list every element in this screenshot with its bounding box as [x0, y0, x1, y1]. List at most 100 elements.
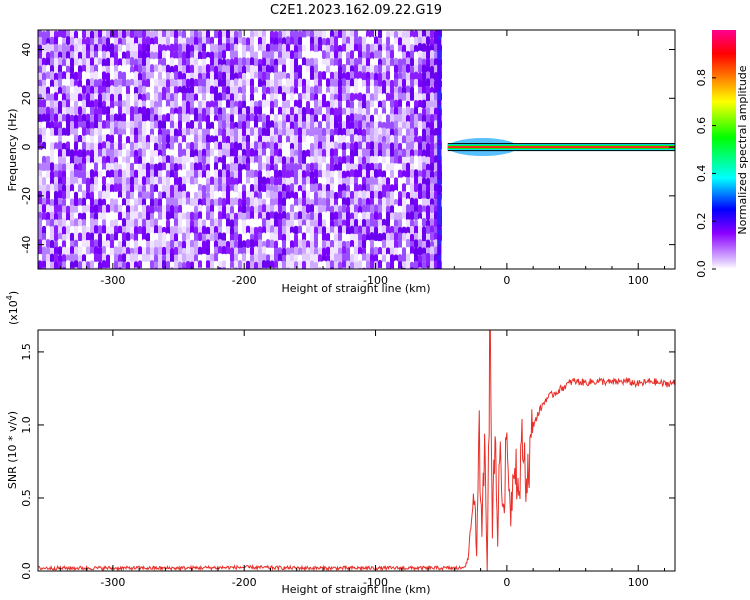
heatmap-cell	[362, 128, 366, 138]
heatmap-cell	[170, 93, 174, 103]
heatmap-cell	[134, 226, 138, 236]
heatmap-cell	[386, 92, 390, 102]
heatmap-cell	[110, 169, 114, 179]
heatmap-cell	[414, 239, 418, 249]
heatmap-cell	[82, 99, 86, 109]
heatmap-cell	[206, 64, 210, 74]
heatmap-cell	[122, 198, 126, 208]
heatmap-cell	[158, 44, 162, 53]
heatmap-cell	[142, 148, 146, 158]
heatmap-cell	[154, 254, 158, 264]
heatmap-cell	[162, 162, 166, 172]
heatmap-cell	[370, 100, 374, 110]
heatmap-cell	[126, 232, 130, 242]
heatmap-cell	[250, 218, 254, 228]
heatmap-cell	[394, 239, 398, 249]
heatmap-cell	[142, 212, 146, 222]
heatmap-cell	[434, 36, 438, 46]
y-multiplier-close: )	[7, 291, 20, 295]
heatmap-cell	[306, 106, 310, 116]
heatmap-cell	[437, 165, 442, 170]
heatmap-cell	[318, 183, 322, 193]
heatmap-cell	[118, 233, 122, 242]
heatmap-cell	[206, 260, 210, 269]
heatmap-cell	[230, 43, 234, 53]
heatmap-cell	[314, 212, 318, 222]
heatmap-cell	[110, 177, 114, 186]
heatmap-cell	[418, 239, 422, 249]
heatmap-cell	[290, 211, 294, 221]
heatmap-cell	[114, 113, 118, 123]
heatmap-cell	[414, 198, 418, 208]
heatmap-cell	[330, 246, 334, 256]
heatmap-cell	[382, 127, 386, 137]
heatmap-cell	[94, 190, 98, 200]
heatmap-cell	[218, 30, 222, 40]
heatmap-cell	[342, 190, 346, 200]
heatmap-cell	[150, 205, 154, 215]
heatmap-cell	[86, 30, 90, 39]
heatmap-cell	[374, 246, 378, 256]
heatmap-cell	[214, 128, 218, 138]
heatmap-cell	[437, 125, 442, 130]
heatmap-cell	[190, 36, 194, 46]
heatmap-cell	[274, 211, 278, 221]
heatmap-cell	[102, 36, 106, 46]
heatmap-cell	[374, 58, 378, 68]
heatmap-cell	[258, 162, 262, 172]
heatmap-cell	[314, 183, 318, 193]
heatmap-cell	[362, 226, 366, 236]
heatmap-cell	[174, 177, 178, 187]
heatmap-cell	[258, 191, 262, 201]
heatmap-cell	[122, 261, 126, 269]
heatmap-cell	[182, 190, 186, 200]
heatmap-cell	[366, 218, 370, 228]
heatmap-cell	[162, 141, 166, 151]
heatmap-cell	[246, 120, 250, 130]
heatmap-cell	[310, 128, 314, 138]
heatmap-cell	[362, 100, 366, 110]
heatmap-cell	[394, 92, 398, 102]
heatmap-cell	[54, 212, 58, 222]
heatmap-cell	[50, 127, 54, 137]
heatmap-cell	[338, 106, 342, 116]
heatmap-cell	[102, 106, 106, 116]
heatmap-cell	[50, 190, 54, 199]
heatmap-cell	[202, 78, 206, 88]
heatmap-cell	[74, 239, 78, 249]
heatmap-cell	[306, 260, 310, 269]
heatmap-cell	[350, 240, 354, 249]
heatmap-cell	[170, 43, 174, 53]
heatmap-cell	[282, 169, 286, 179]
heatmap-cell	[274, 226, 278, 236]
heatmap-cell	[306, 268, 310, 269]
heatmap-cell	[306, 253, 310, 263]
heatmap-cell	[222, 85, 226, 95]
heatmap-cell	[170, 141, 174, 151]
heatmap-cell	[174, 128, 178, 138]
heatmap-cell	[358, 247, 362, 257]
heatmap-cell	[66, 205, 70, 215]
heatmap-cell	[182, 226, 186, 235]
heatmap-cell	[38, 51, 42, 61]
heatmap-cell	[98, 253, 102, 263]
heatmap-cell	[166, 113, 170, 123]
heatmap-cell	[398, 261, 402, 269]
heatmap-cell	[350, 92, 354, 102]
heatmap-cell	[386, 218, 390, 228]
heatmap-cell	[90, 128, 94, 138]
heatmap-cell	[154, 51, 158, 61]
heatmap-cell	[182, 253, 186, 263]
heatmap-cell	[146, 141, 150, 151]
heatmap-cell	[54, 36, 58, 46]
heatmap-cell	[162, 268, 166, 269]
heatmap-cell	[370, 141, 374, 151]
heatmap-cell	[266, 64, 270, 74]
heatmap-cell	[234, 197, 238, 207]
heatmap-cell	[222, 260, 226, 269]
heatmap-cell	[150, 43, 154, 53]
heatmap-cell	[346, 64, 350, 74]
heatmap-cell	[334, 177, 338, 187]
heatmap-cell	[314, 219, 318, 229]
heatmap-cell	[437, 75, 442, 80]
